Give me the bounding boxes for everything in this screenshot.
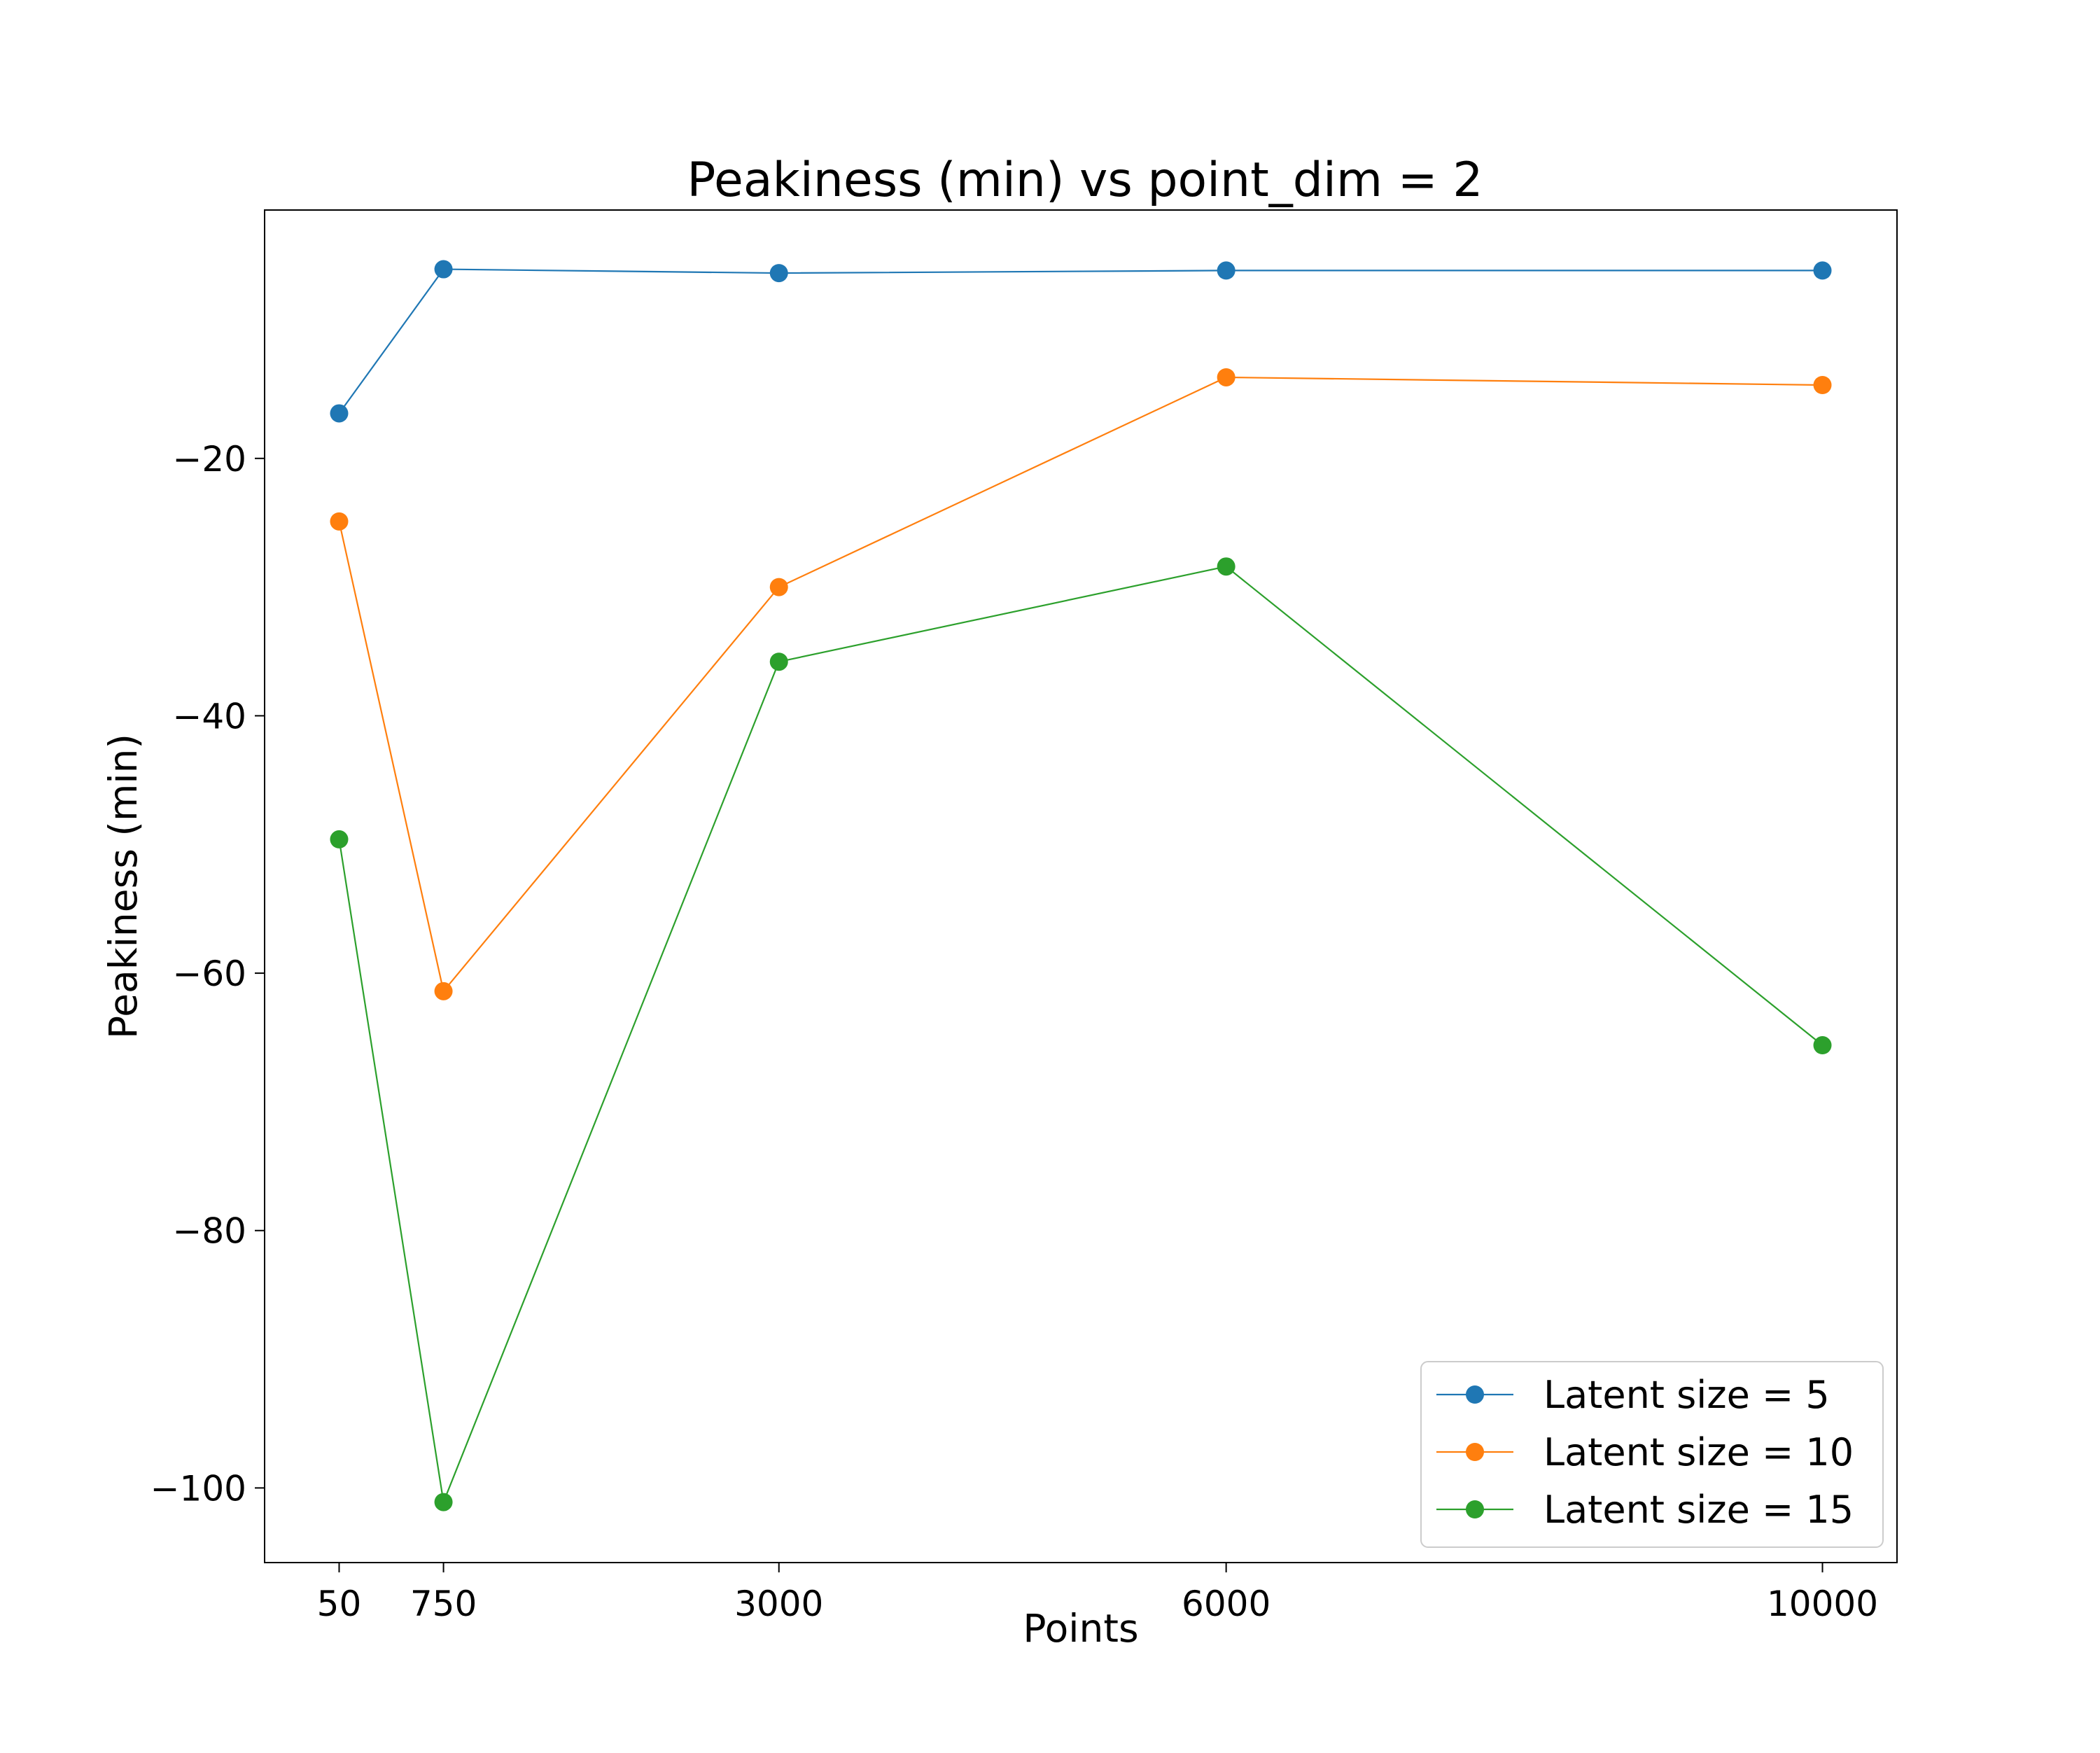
plot-frame (264, 209, 1898, 1563)
data-point (330, 830, 349, 848)
legend-marker (1466, 1385, 1484, 1404)
y-axis-label: Peakiness (min) (101, 734, 146, 1039)
data-point (769, 578, 788, 596)
data-point (1813, 261, 1832, 280)
y-tick-label: −100 (150, 1468, 246, 1509)
data-point (1217, 557, 1236, 576)
data-point (434, 982, 453, 1000)
data-point (769, 264, 788, 283)
data-point (330, 512, 349, 531)
data-point (434, 1493, 453, 1511)
legend-box (1420, 1361, 1884, 1548)
y-tick-label: −40 (172, 696, 246, 736)
series-line-2 (338, 376, 1823, 993)
chart-title: Peakiness (min) vs point_dim = 2 (687, 153, 1483, 208)
legend: Latent size = 5 Latent size = 10 Latent si… (1420, 1361, 1884, 1548)
y-tick-label: −80 (172, 1211, 246, 1252)
legend-item: Latent size = 15 (1436, 1488, 1854, 1532)
legend-label: Latent size = 5 (1544, 1373, 1830, 1417)
x-tick-label: 50 (317, 1584, 362, 1624)
data-point (434, 260, 453, 279)
data-point (769, 652, 788, 671)
x-axis: 50 750 3000 6000 10000 (317, 1563, 1878, 1624)
legend-item: Latent size = 5 (1436, 1373, 1830, 1417)
data-point (1813, 1036, 1832, 1055)
legend-item: Latent size = 10 (1436, 1430, 1854, 1474)
data-point (1813, 376, 1832, 395)
y-axis: −20 −40 −60 −80 −100 (150, 439, 265, 1509)
x-axis-label: Points (1023, 1606, 1138, 1651)
plot-area (330, 260, 1832, 1511)
data-point (330, 404, 349, 423)
x-tick-label: 3000 (734, 1584, 823, 1624)
x-tick-label: 750 (410, 1584, 477, 1624)
legend-marker (1466, 1443, 1484, 1461)
x-tick-label: 10000 (1767, 1584, 1878, 1624)
y-tick-label: −20 (172, 439, 246, 480)
data-point (1217, 368, 1236, 386)
x-tick-label: 6000 (1182, 1584, 1270, 1624)
series-line-1 (338, 268, 1823, 414)
y-tick-label: −60 (172, 954, 246, 994)
legend-label: Latent size = 15 (1544, 1488, 1854, 1532)
legend-label: Latent size = 10 (1544, 1430, 1854, 1474)
legend-marker (1466, 1500, 1484, 1518)
data-point (1217, 261, 1236, 280)
